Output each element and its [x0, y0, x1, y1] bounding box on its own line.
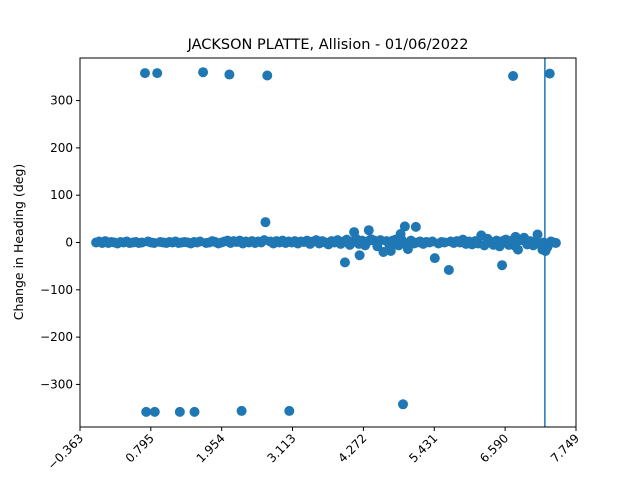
y-tick-label: 300: [50, 94, 73, 108]
data-point: [399, 221, 410, 232]
data-point: [174, 406, 185, 417]
data-point: [140, 68, 150, 79]
plot-frame: [79, 57, 577, 428]
data-point: [149, 406, 160, 417]
y-axis: 300 200 100 0 −100 −200 −300: [40, 94, 80, 391]
data-point: [141, 406, 152, 417]
data-point: [363, 225, 374, 236]
data-point: [544, 68, 555, 79]
chart-title: JACKSON PLATTE, Allision - 01/06/2022: [187, 37, 469, 53]
data-point: [398, 399, 409, 410]
data-point: [284, 405, 295, 416]
data-point: [224, 69, 235, 80]
y-tick-label: −100: [40, 283, 73, 297]
data-point: [497, 260, 508, 271]
y-tick-label: 200: [50, 141, 73, 155]
y-tick-label: 0: [65, 236, 73, 250]
data-point: [508, 70, 519, 81]
data-point: [366, 234, 377, 245]
data-point: [152, 68, 163, 79]
y-tick-label: 100: [50, 188, 73, 202]
data-point: [443, 264, 454, 275]
data-point: [236, 405, 247, 416]
data-point: [550, 237, 561, 248]
y-tick-label: −300: [40, 377, 73, 391]
data-point: [260, 217, 271, 228]
data-point: [262, 70, 273, 81]
data-point: [198, 67, 209, 78]
y-tick-label: −200: [40, 330, 73, 344]
data-point: [354, 250, 365, 261]
data-point: [429, 253, 440, 264]
y-axis-label: Change in Heading (deg): [11, 164, 26, 321]
data-point: [339, 257, 350, 268]
data-point: [410, 221, 421, 232]
plot-area: [91, 58, 561, 427]
data-point: [189, 406, 200, 417]
